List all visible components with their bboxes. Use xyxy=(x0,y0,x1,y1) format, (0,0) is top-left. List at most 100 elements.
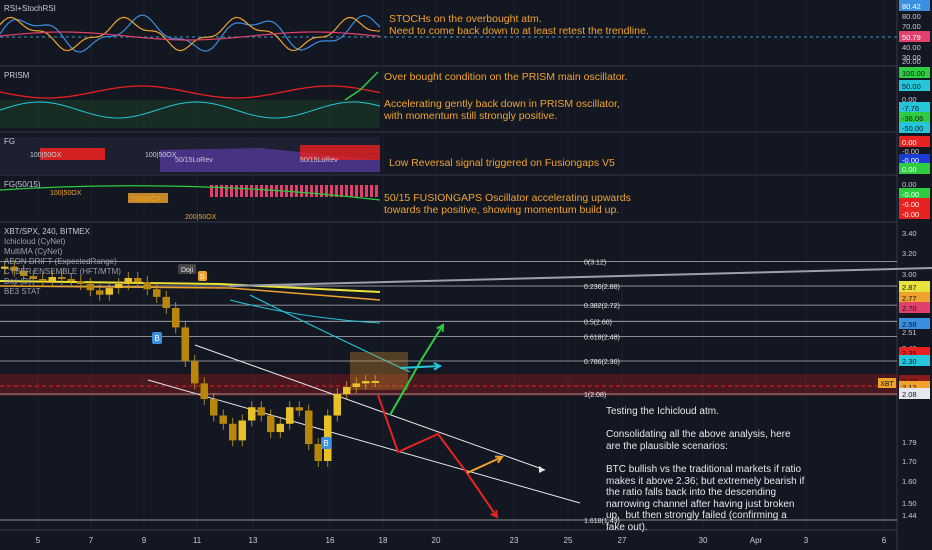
prism-signal-line xyxy=(0,101,381,119)
ticker-badge xyxy=(878,378,896,388)
fg50-signal-block xyxy=(128,193,168,203)
rsi-scale-label: 70.00 xyxy=(902,22,921,31)
fg-annotation: Low Reversal signal triggered on Fusiong… xyxy=(389,157,615,169)
time-axis-label: 9 xyxy=(142,536,147,545)
fg50-histogram-bar xyxy=(225,185,228,197)
sell-marker xyxy=(198,271,207,281)
fg50-histogram-bar xyxy=(305,185,308,197)
fg50-histogram-bar xyxy=(365,185,368,197)
fg50-histogram-bar xyxy=(350,185,353,197)
indicator-label: BE3 STAT xyxy=(4,287,41,296)
fg50-signal-label: 200|50OX xyxy=(185,214,217,221)
main-scale-label: 1.50 xyxy=(902,499,917,508)
resistance-band xyxy=(0,374,897,396)
rsi-scale-label: 20.00 xyxy=(902,57,921,66)
fg50-histogram-bar xyxy=(215,185,218,197)
prism-scale-tag xyxy=(899,67,930,78)
fg50-histogram-bar xyxy=(235,185,238,197)
fg50-histogram-bar xyxy=(310,185,313,197)
fg-signal-label: 50/15LoRev xyxy=(175,157,213,164)
indicator-label: AEON DRIFT (ExpectedRange) xyxy=(4,257,117,266)
candle xyxy=(29,276,37,279)
candle xyxy=(210,398,218,416)
sell-marker-label: S xyxy=(200,274,205,281)
fg-signal-block-2 xyxy=(300,145,380,160)
prism-scale-label: 0.00 xyxy=(902,95,917,104)
prism-scale-tag xyxy=(899,122,930,133)
rsi-scale-label: 30.00 xyxy=(902,53,921,62)
ma-teal xyxy=(229,299,381,324)
rsi-scale-tag-text: 80.42 xyxy=(902,2,921,11)
fg50-panel-title: FG(50/15) xyxy=(4,180,41,189)
prism-scale-tag-text: -7.76 xyxy=(902,104,919,113)
prism-main-line xyxy=(0,85,381,99)
fg50-histogram-bar xyxy=(265,185,268,197)
buy-marker-label: B xyxy=(323,439,328,448)
fg-scale-tag-text: 0.00 xyxy=(902,165,917,174)
fg50-line xyxy=(0,185,381,201)
fg-area xyxy=(160,148,380,172)
main-scale-tag xyxy=(899,388,930,399)
candle xyxy=(124,278,132,284)
fg50-histogram-bar xyxy=(270,185,273,197)
fg50-histogram-bar xyxy=(355,185,358,197)
bullish-scenario-arrow-head xyxy=(436,323,445,333)
main-scale-tag-text: 2.35 xyxy=(902,349,917,358)
candle xyxy=(115,284,123,289)
indicator-label: CYBER ENSEMBLE (HFT/MTM) xyxy=(4,267,121,276)
rsi-scale-tag-text: 50.79 xyxy=(902,33,921,42)
doji-marker xyxy=(178,264,196,274)
ticker-badge-text: XBT xyxy=(880,381,894,388)
candle xyxy=(305,410,313,445)
bounce-scenario-arrow xyxy=(466,456,503,474)
prism-scale-tag-text: 50.00 xyxy=(902,82,921,91)
fib-label: 1.618(1.43) xyxy=(584,518,620,525)
prism-scale-tag-text: -50.00 xyxy=(902,124,923,133)
candle xyxy=(105,288,113,295)
fib-label: 0(3.12) xyxy=(584,259,606,266)
candle xyxy=(333,394,341,416)
channel-lower xyxy=(147,379,581,504)
main-scale-label: 2.51 xyxy=(902,328,917,337)
fib-label: 0.236(2.88) xyxy=(584,284,620,291)
cloud-arrow xyxy=(399,365,441,369)
candle xyxy=(172,308,180,328)
main-scale-label: 3.00 xyxy=(902,270,917,279)
stoch-d-line xyxy=(0,16,381,52)
candle xyxy=(153,289,161,297)
fib-label: 0.786(2.30) xyxy=(584,359,620,366)
fib-label: 0.5(2.60) xyxy=(584,319,612,326)
indicator-label: MultiMA (CyNet) xyxy=(4,247,63,256)
main-scale-label: 1.60 xyxy=(902,477,917,486)
rsi-scale-label: 80.00 xyxy=(902,12,921,21)
fg50-scale-tag xyxy=(899,208,930,219)
candle xyxy=(286,407,294,424)
time-axis-label: 30 xyxy=(699,536,708,545)
fg-scale-tag xyxy=(899,163,930,174)
candle xyxy=(314,444,322,461)
fg-scale-label: -0.00 xyxy=(902,147,919,156)
candle xyxy=(96,290,104,295)
fg-scale-tag xyxy=(899,136,930,147)
fg50-signal-label: 100|50OX xyxy=(50,190,82,197)
cloud-arrow-head xyxy=(433,362,443,371)
fg50-histogram-bar xyxy=(220,185,223,197)
bullish-scenario-arrow xyxy=(389,324,444,416)
candle xyxy=(267,415,275,433)
prism-up-line xyxy=(344,71,379,101)
prism-panel-title: PRISM xyxy=(4,71,30,80)
stoch-k-line xyxy=(0,14,381,53)
main-scale-label: 3.20 xyxy=(902,249,917,258)
fib-label: 1(2.08) xyxy=(584,392,606,399)
time-axis-label: 5 xyxy=(36,536,41,545)
fg-signal-label: 100|50OX xyxy=(145,152,177,159)
fib-label: 0.382(2.72) xyxy=(584,303,620,310)
fg50-histogram-bar xyxy=(255,185,258,197)
candle xyxy=(10,266,18,271)
fg50-histogram-bar xyxy=(335,185,338,197)
fg50-histogram-bar xyxy=(300,185,303,197)
fg50-histogram-bar xyxy=(245,185,248,197)
prism-annotation-2: Accelerating gently back down in PRISM o… xyxy=(384,98,620,122)
